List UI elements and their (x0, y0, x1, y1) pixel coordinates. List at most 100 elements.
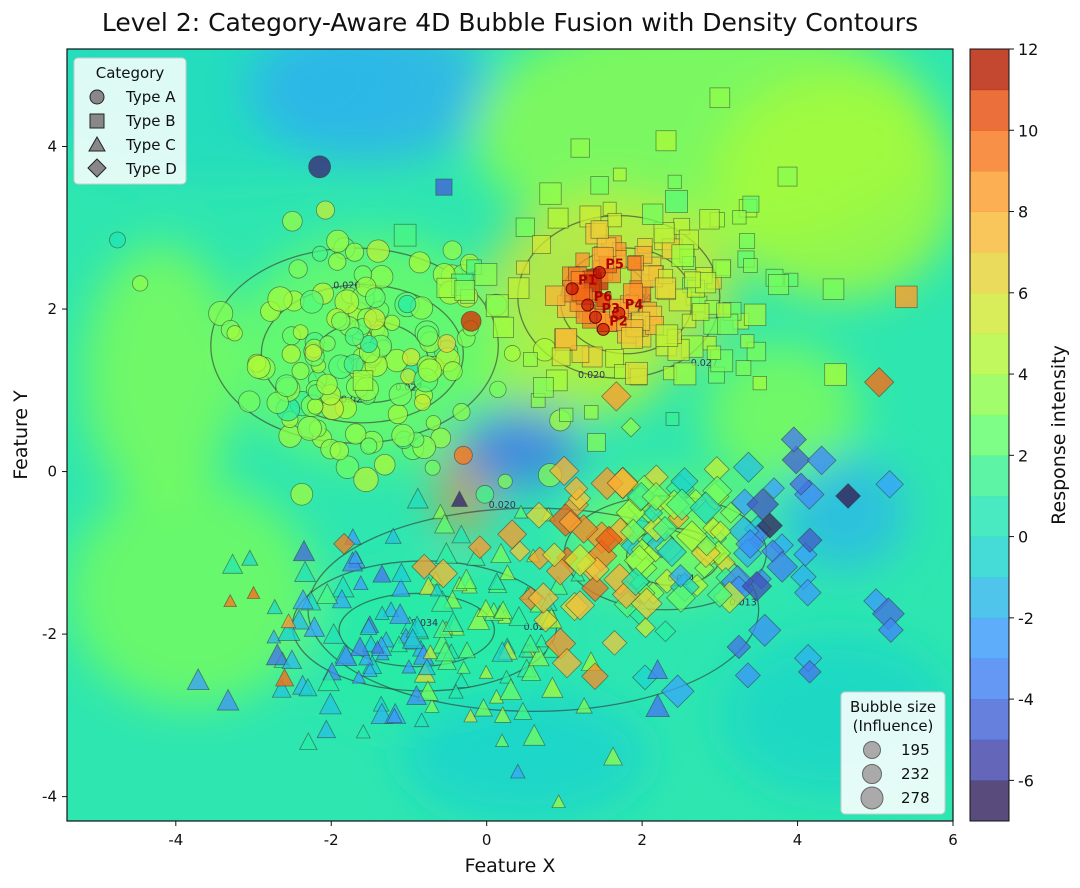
data-point-square (743, 258, 758, 273)
data-point-square (667, 174, 682, 189)
outlier-point-triangle (223, 593, 238, 608)
data-point-triangle (382, 601, 400, 618)
data-point-circle (281, 344, 301, 364)
data-point-triangle (401, 628, 424, 649)
size-legend-marker-small (863, 741, 881, 759)
data-point-diamond (706, 582, 733, 608)
data-point-diamond (635, 617, 656, 639)
data-point-triangle (349, 636, 371, 657)
data-point-diamond (533, 607, 559, 633)
contour-label: 0.020 (489, 500, 516, 511)
outlier-point-triangle (274, 668, 295, 687)
data-point-square (655, 130, 677, 152)
outlier-point-diamond (863, 366, 895, 398)
size-legend-marker-large (860, 786, 884, 810)
highlight-label: P2 (609, 314, 628, 329)
data-point-diamond (734, 662, 761, 689)
data-point-square (739, 233, 756, 249)
data-point-triangle (292, 588, 314, 610)
data-point-square (740, 334, 755, 349)
data-point-triangle (293, 560, 317, 582)
data-point-triangle (490, 542, 512, 564)
colorbar-tick-label: 10 (1018, 121, 1038, 140)
size-legend-title: Bubble size (850, 698, 936, 716)
data-point-triangle (508, 605, 530, 626)
data-point-diamond (732, 451, 765, 483)
data-point-triangle (413, 712, 430, 728)
highlight-marker (612, 306, 626, 320)
data-point-circle (297, 416, 322, 441)
data-point-triangle (513, 701, 533, 720)
data-point-circle (489, 380, 507, 399)
data-point-diamond (660, 674, 695, 709)
category-legend: Category Type A Type B Type C Type D (73, 57, 187, 185)
size-legend: Bubble size (Influence) 195 232 278 (840, 691, 946, 815)
colorbar-band (970, 536, 1009, 578)
data-point-triangle (348, 549, 363, 564)
data-point-diamond (411, 553, 438, 580)
data-point-diamond (548, 455, 580, 487)
data-point-triangle (463, 708, 478, 723)
contour-label: 0.020 (341, 394, 368, 405)
outlier-point-diamond (835, 483, 862, 509)
size-legend-label-medium: 232 (901, 765, 930, 783)
data-point-square (516, 260, 531, 275)
outlier-point-triangle (509, 763, 526, 779)
highlight-marker (581, 298, 595, 312)
colorbar-tick-label: 8 (1018, 203, 1028, 222)
data-point-circle (316, 373, 338, 396)
data-point-square (533, 377, 554, 398)
data-point-circle (384, 314, 401, 331)
data-point-square (590, 220, 609, 239)
data-point-diamond (541, 542, 567, 568)
outlier-point-triangle (246, 585, 261, 599)
data-point-square (822, 278, 845, 300)
data-point-circle (416, 325, 439, 347)
data-point-triangle (534, 633, 549, 648)
legend-diamond-icon (87, 158, 107, 178)
data-point-diamond (620, 417, 642, 438)
data-point-triangle (520, 633, 541, 653)
data-point-square (587, 433, 606, 452)
data-point-diamond (641, 481, 671, 511)
data-point-diamond (527, 582, 560, 614)
outlier-point-triangle (450, 490, 469, 507)
data-point-triangle (434, 513, 456, 534)
scatter-points (109, 87, 918, 809)
data-point-triangle (384, 527, 402, 544)
colorbar-band (970, 170, 1009, 213)
data-point-triangle (455, 568, 478, 590)
data-point-triangle (334, 644, 358, 666)
data-point-triangle (430, 589, 454, 612)
data-point-diamond (668, 564, 693, 588)
data-point-diamond (780, 426, 807, 453)
colorbar-tick-label: -4 (1018, 690, 1034, 709)
x-axis-label: Feature X (465, 855, 556, 877)
data-point-square (555, 328, 578, 351)
data-point-circle (315, 200, 335, 220)
data-point-triangle (317, 669, 340, 692)
data-point-triangle (493, 705, 512, 723)
size-legend-marker-medium (862, 764, 882, 784)
data-point-circle (267, 286, 293, 312)
data-point-circle (328, 252, 347, 271)
data-point-square (515, 217, 535, 237)
data-point-triangle (451, 524, 472, 544)
data-point-triangle (422, 644, 439, 660)
data-point-triangle (476, 598, 496, 618)
y-tick-label: 0 (47, 463, 57, 481)
data-point-square (642, 203, 664, 225)
data-point-triangle (391, 578, 411, 597)
colorbar-band (970, 414, 1009, 456)
outlier-point-triangle (647, 658, 669, 679)
data-point-diamond (766, 551, 799, 583)
x-tick-label: -4 (168, 831, 183, 849)
data-point-circle (363, 308, 386, 331)
data-point-diamond (652, 516, 678, 542)
colorbar-band (970, 89, 1009, 131)
data-point-triangle (429, 582, 445, 597)
legend-label-type-a: Type A (125, 88, 176, 106)
colorbar-band (970, 130, 1009, 172)
